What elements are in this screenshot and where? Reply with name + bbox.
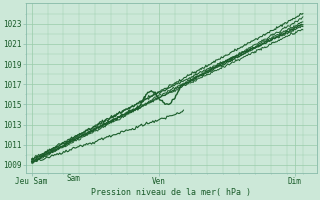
Text: Sam: Sam — [67, 174, 81, 183]
X-axis label: Pression niveau de la mer( hPa ): Pression niveau de la mer( hPa ) — [91, 188, 251, 197]
